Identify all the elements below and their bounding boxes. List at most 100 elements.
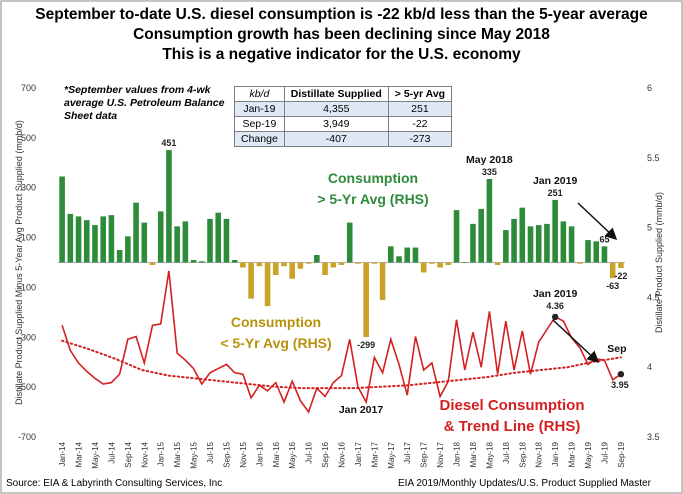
line-period-label: Sep	[607, 343, 626, 355]
bar	[338, 262, 345, 265]
x-tick-label: May-16	[288, 441, 297, 468]
red-label-line-1: Diesel Consumption	[439, 397, 584, 414]
x-tick-label: Jan-14	[58, 441, 67, 466]
bar	[519, 207, 526, 263]
title-line-1: September to-date U.S. diesel consumptio…	[35, 6, 648, 23]
y-left-tick-label: 300	[21, 183, 36, 193]
bar	[157, 211, 164, 263]
bar	[297, 262, 304, 269]
line-value-label: 4.36	[546, 301, 564, 311]
credit-note: EIA 2019/Monthly Updates/U.S. Product Su…	[398, 478, 651, 489]
bar	[166, 150, 172, 263]
x-tick-label: Mar-14	[75, 441, 84, 467]
bar	[256, 262, 263, 267]
x-tick-label: Nov-18	[535, 441, 544, 467]
bar	[568, 226, 575, 263]
source-note: Source: EIA & Labyrinth Consulting Servi…	[6, 478, 223, 489]
trend-line	[61, 339, 622, 390]
bar	[83, 220, 90, 263]
x-tick-label: Jan-16	[255, 441, 264, 466]
bar	[346, 222, 353, 263]
bar	[527, 226, 534, 263]
table-cell: 3,949	[283, 116, 389, 132]
bar	[182, 221, 189, 263]
x-tick-label: May-18	[485, 441, 494, 468]
bar	[429, 262, 435, 264]
bar	[535, 225, 542, 263]
bar	[404, 247, 411, 263]
table-cell: Change	[234, 131, 285, 147]
trend-down-arrow-upper	[577, 202, 618, 241]
bar	[330, 262, 337, 268]
x-tick-label: Jan-17	[354, 441, 363, 466]
title-line-2: Consumption growth has been declining si…	[133, 26, 550, 43]
trend-down-arrow-lower	[552, 319, 600, 364]
red-label-line-2: & Trend Line (RHS)	[444, 418, 581, 435]
table-cell: -273	[387, 131, 453, 147]
bar	[207, 218, 213, 263]
x-tick-label: Sep-17	[420, 441, 429, 467]
footnote-september: *September values from 4-wk average U.S.…	[64, 84, 225, 122]
bar	[67, 213, 74, 263]
x-tick-label: Jul-19	[600, 441, 609, 463]
y-left-axis-title: Distillate Product Supplied Minus 5-Year…	[14, 120, 24, 405]
x-tick-label: Mar-16	[272, 441, 281, 467]
y-right-tick-label: 4.5	[647, 292, 660, 302]
x-tick-label: Nov-15	[239, 441, 248, 467]
bar-value-label: 251	[548, 188, 563, 198]
x-tick-label: Nov-14	[140, 441, 149, 467]
bar	[149, 262, 156, 265]
bar	[577, 262, 583, 264]
bar-period-label: Jan 2019	[533, 175, 578, 187]
bar-value-label: -22	[614, 271, 627, 281]
table-cell: 4,355	[283, 101, 389, 117]
bar	[552, 199, 558, 263]
table-header-cell: Distillate Supplied	[283, 86, 389, 102]
bar	[108, 215, 115, 263]
bar	[379, 262, 386, 300]
x-tick-label: Sep-14	[124, 441, 133, 467]
bar	[396, 256, 402, 263]
bar	[59, 176, 65, 263]
x-tick-label: Jan-18	[453, 441, 462, 466]
bar	[511, 218, 517, 263]
bar	[363, 262, 369, 338]
y-right-tick-label: 5	[647, 223, 652, 233]
x-tick-label: Mar-18	[469, 441, 478, 467]
table-header-row: kb/d Distillate Supplied > 5-yr Avg	[234, 86, 453, 102]
bar	[388, 246, 394, 263]
x-tick-label: Sep-15	[222, 441, 231, 467]
bar	[215, 212, 222, 263]
table-header-cell: kb/d	[234, 86, 285, 102]
x-tick-label: Jul-18	[502, 441, 511, 463]
bar-value-label: 451	[161, 138, 176, 148]
x-tick-label: Sep-16	[321, 441, 330, 467]
line-period-label: Jan 2019	[533, 288, 578, 300]
bar	[618, 262, 624, 268]
x-tick-label: Mar-17	[370, 441, 379, 467]
x-tick-label: Jul-14	[107, 441, 116, 463]
y-left-tick-label: 700	[21, 83, 36, 93]
bar	[593, 241, 600, 263]
x-tick-label: Jul-17	[403, 441, 412, 463]
y-left-tick-label: -300	[18, 332, 36, 342]
bar	[601, 246, 608, 263]
bar	[281, 262, 287, 267]
bar	[199, 261, 205, 263]
bar	[420, 262, 427, 273]
table-cell: -407	[283, 131, 389, 147]
bar	[494, 262, 501, 265]
diesel-consumption-line	[61, 270, 622, 414]
green-label-line-2: > 5-Yr Avg (RHS)	[317, 191, 428, 207]
table-row: Change -407 -273	[234, 131, 453, 147]
bar-period-label: May 2018	[466, 154, 513, 166]
bar	[272, 262, 279, 275]
bar	[445, 262, 452, 265]
bar-value-label: -299	[357, 340, 375, 350]
table-row: Sep-19 3,949 -22	[234, 116, 453, 132]
bar	[116, 250, 123, 263]
x-tick-label: May-17	[387, 441, 396, 468]
bar	[125, 236, 131, 263]
bar	[100, 216, 106, 263]
